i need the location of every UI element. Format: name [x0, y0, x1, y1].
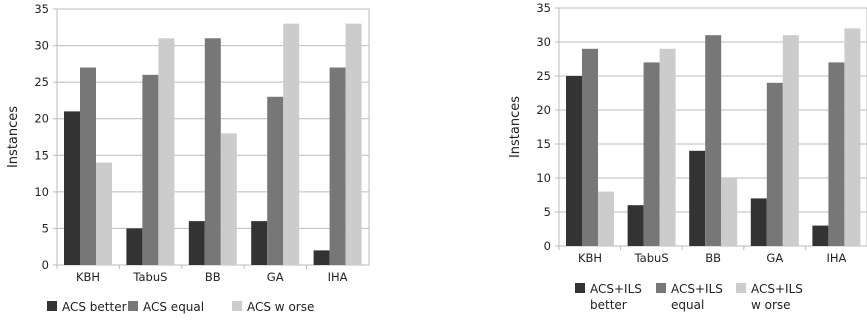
y-tick-label: 10 [536, 171, 551, 185]
legend-label-0: ACS+ILS [590, 282, 642, 296]
y-tick-label: 30 [34, 39, 49, 53]
bar-0-tabus [627, 205, 644, 246]
legend-label-1: equal [671, 298, 704, 312]
bar-2-kbh [96, 162, 112, 265]
x-tick-label: GA [766, 251, 783, 265]
x-tick-label: TabuS [634, 251, 669, 265]
legend-swatch-0 [47, 301, 57, 311]
bar-1-bb [204, 38, 221, 265]
legend-label-1: ACS equal [143, 300, 204, 314]
y-tick-label: 25 [536, 69, 551, 83]
legend-swatch-1 [128, 301, 138, 311]
x-tick-label: BB [205, 270, 221, 284]
y-tick-label: 15 [34, 148, 49, 162]
x-tick-label: KBH [578, 251, 602, 265]
bar-1-kbh [582, 48, 598, 246]
x-tick-label: TabuS [132, 270, 167, 284]
bar-1-iha [329, 67, 346, 265]
y-tick-label: 20 [536, 103, 551, 117]
y-tick-label: 25 [34, 75, 49, 89]
bar-1-tabus [142, 74, 159, 265]
legend-label-1: ACS+ILS [671, 282, 723, 296]
bar-0-tabus [126, 228, 143, 265]
bar-0-bb [689, 150, 706, 246]
bar-1-ga [766, 82, 783, 246]
x-tick-label: IHA [826, 251, 846, 265]
bar-2-bb [721, 178, 738, 246]
y-tick-label: 20 [34, 112, 49, 126]
bar-0-ga [750, 198, 767, 246]
bar-1-bb [705, 35, 722, 247]
y-tick-label: 5 [42, 221, 49, 235]
legend-swatch-2 [736, 283, 746, 293]
bar-2-ga [283, 23, 300, 265]
legend-swatch-1 [656, 283, 666, 293]
bar-2-iha [345, 23, 362, 265]
bar-2-tabus [158, 38, 175, 265]
legend-label-2: ACS w orse [247, 300, 314, 314]
legend-label-0: better [590, 298, 627, 312]
y-axis-label: Instances [6, 106, 21, 168]
y-tick-label: 35 [34, 2, 49, 16]
x-tick-label: KBH [76, 270, 100, 284]
y-tick-label: 5 [544, 205, 551, 219]
y-tick-label: 35 [536, 1, 551, 15]
x-tick-label: IHA [328, 270, 348, 284]
bar-0-bb [188, 221, 205, 265]
bar-1-ga [267, 96, 284, 266]
y-tick-label: 15 [536, 137, 551, 151]
bar-2-tabus [659, 48, 676, 246]
legend-swatch-2 [232, 301, 242, 311]
y-tick-label: 0 [42, 258, 49, 272]
bar-2-kbh [598, 191, 614, 246]
bar-0-iha [313, 250, 330, 265]
right-bar-chart: 0 5 10 15 20 25 30 35 Instances KBH TabuS BB GA IHA AC… [508, 1, 867, 312]
y-tick-label: 0 [544, 239, 551, 253]
y-tick-label: 10 [34, 185, 49, 199]
bar-0-iha [812, 225, 829, 246]
bar-0-kbh [64, 111, 80, 266]
y-axis-label: Instances [508, 96, 523, 158]
legend-swatch-0 [575, 283, 585, 293]
bar-0-ga [251, 221, 268, 265]
legend-label-2: w orse [751, 298, 791, 312]
bar-0-kbh [566, 76, 582, 246]
bar-1-iha [828, 62, 845, 247]
bar-2-iha [844, 28, 861, 247]
legend-label-0: ACS better [62, 300, 127, 314]
bar-2-ga [782, 35, 799, 247]
x-tick-label: GA [267, 270, 284, 284]
x-tick-label: BB [705, 251, 721, 265]
bar-1-tabus [643, 62, 660, 247]
bar-1-kbh [80, 67, 96, 265]
left-bar-chart: 0 5 10 15 20 25 30 35 Instances KBH TabuS BB GA IHA AC… [6, 2, 370, 314]
y-tick-label: 30 [536, 35, 551, 49]
bar-2-bb [220, 133, 237, 265]
legend-label-2: ACS+ILS [751, 282, 803, 296]
